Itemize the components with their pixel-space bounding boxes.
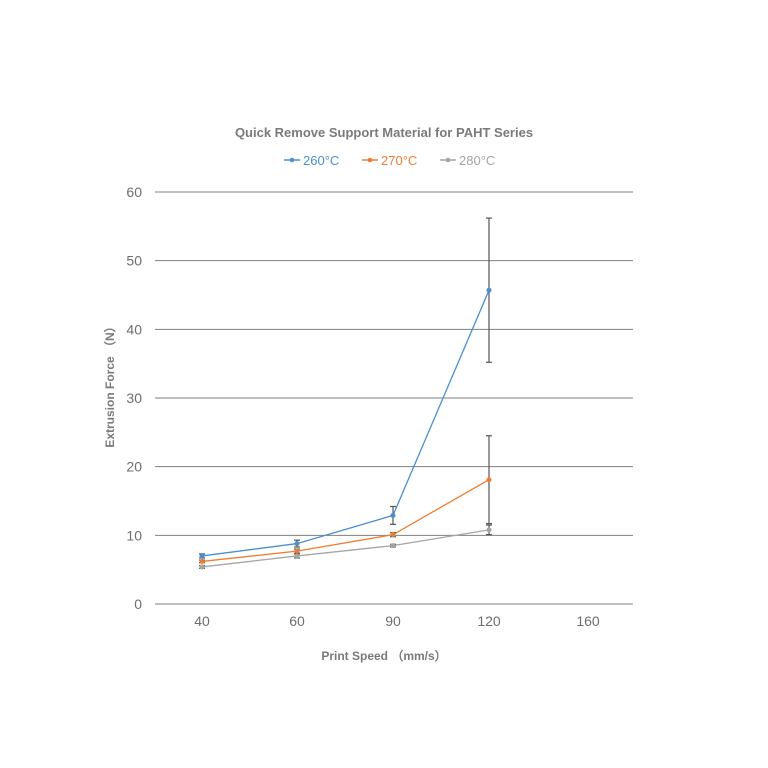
series-280°C xyxy=(199,524,492,570)
legend-label: 260°C xyxy=(303,153,339,168)
x-tick-label: 90 xyxy=(385,613,401,629)
y-axis-title: Extrusion Force （N） xyxy=(102,320,117,447)
series-270°C xyxy=(199,435,492,564)
gridlines xyxy=(155,191,633,605)
data-point xyxy=(486,287,492,293)
data-point xyxy=(390,543,396,549)
legend-marker xyxy=(289,157,295,163)
x-axis-title: Print Speed （mm/s） xyxy=(321,648,446,663)
y-tick-label: 50 xyxy=(126,253,142,269)
data-point xyxy=(199,564,205,570)
data-point xyxy=(199,553,205,559)
legend-marker xyxy=(445,157,451,163)
series-line xyxy=(201,529,490,568)
y-tick-label: 10 xyxy=(126,527,142,543)
y-tick-label: 60 xyxy=(126,184,142,200)
y-tick-label: 30 xyxy=(126,390,142,406)
data-point xyxy=(199,558,205,564)
data-point xyxy=(486,477,492,483)
series-layer xyxy=(199,217,492,570)
x-tick-label: 160 xyxy=(576,613,600,629)
series-line xyxy=(201,289,490,557)
legend: 260°C 270°C 280°C xyxy=(284,153,495,168)
y-axis: 0 10 20 30 40 50 60 xyxy=(126,184,142,612)
data-point xyxy=(294,548,300,554)
data-point xyxy=(486,527,492,533)
y-tick-label: 0 xyxy=(134,596,142,612)
x-tick-label: 40 xyxy=(194,613,210,629)
y-tick-label: 40 xyxy=(126,321,142,337)
data-point xyxy=(294,553,300,559)
y-tick-label: 20 xyxy=(126,459,142,475)
series-line xyxy=(201,479,490,563)
data-point xyxy=(390,512,396,518)
x-tick-label: 60 xyxy=(289,613,305,629)
data-point xyxy=(294,541,300,547)
series-260°C xyxy=(199,217,492,559)
legend-label: 270°C xyxy=(381,153,417,168)
legend-marker xyxy=(367,157,373,163)
x-axis: 40 60 90 120 160 xyxy=(194,613,600,629)
legend-item: 270°C xyxy=(362,153,417,168)
legend-label: 280°C xyxy=(459,153,495,168)
legend-item: 260°C xyxy=(284,153,339,168)
chart-title: Quick Remove Support Material for PAHT S… xyxy=(235,125,533,140)
legend-item: 280°C xyxy=(440,153,495,168)
x-tick-label: 120 xyxy=(477,613,501,629)
data-point xyxy=(390,532,396,538)
